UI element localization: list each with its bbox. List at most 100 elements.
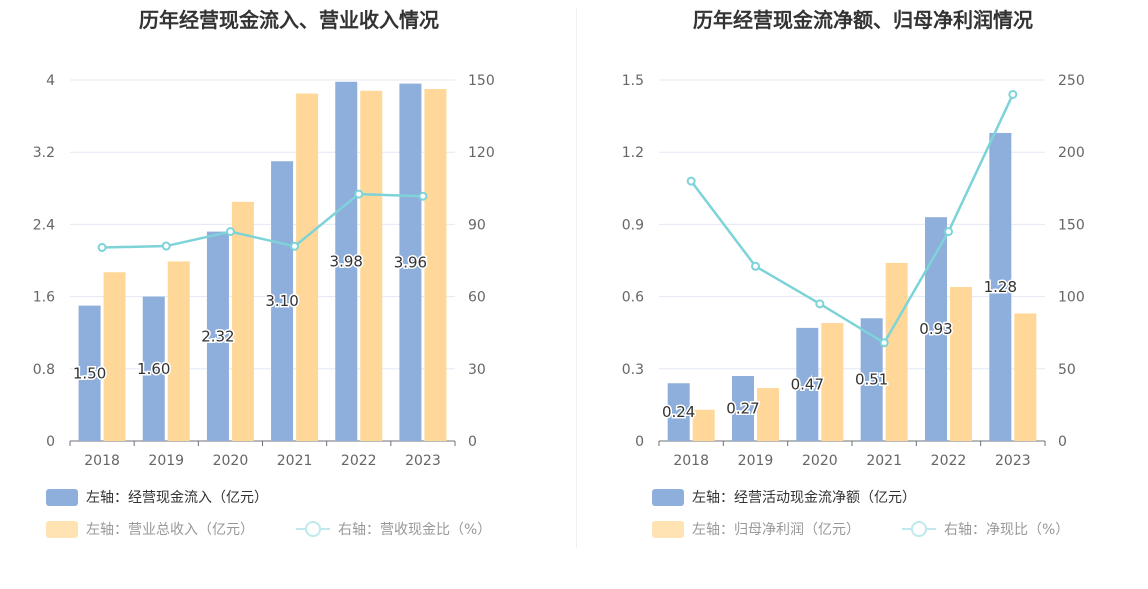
data-label: 0.27 — [726, 400, 759, 418]
bar-blue — [78, 305, 101, 441]
y-tick-label-left: 1.5 — [622, 73, 644, 89]
line-point — [944, 227, 953, 237]
legend-label: 左轴：经营现金流入（亿元） — [86, 490, 268, 506]
data-label: 3.10 — [265, 292, 298, 310]
legend-item-bar2[interactable]: 左轴：营业总收入（亿元） — [46, 519, 254, 539]
line-point — [815, 299, 825, 309]
x-tick-label: 2019 — [148, 453, 184, 469]
y-tick-label-left: 0.8 — [33, 362, 55, 378]
bar-yellow — [103, 272, 126, 441]
data-label: 3.98 — [330, 252, 363, 270]
y-tick-label-right: 200 — [1058, 145, 1085, 161]
legend-label: 左轴：营业总收入（亿元） — [86, 522, 254, 538]
chart-title: 历年经营现金流净额、归母净利润情况 — [693, 8, 1033, 32]
bar-blue — [271, 161, 294, 441]
y-tick-label-left: 0.9 — [622, 217, 644, 233]
data-label: 2.32 — [201, 327, 234, 345]
panel-divider — [576, 8, 577, 548]
x-tick-label: 2021 — [866, 453, 902, 469]
y-tick-label-right: 0 — [468, 434, 477, 450]
legend-item-bar1[interactable]: 左轴：经营活动现金流净额（亿元） — [652, 487, 916, 507]
legend-label: 右轴：营收现金比（%） — [338, 522, 492, 538]
y-tick-label-right: 150 — [1058, 217, 1085, 233]
data-label: 1.28 — [984, 278, 1017, 296]
x-tick-label: 2018 — [84, 453, 120, 469]
bar-yellow — [424, 89, 447, 442]
line-point — [354, 189, 364, 199]
chart-title: 历年经营现金流入、营业收入情况 — [139, 8, 439, 32]
bar-yellow — [885, 262, 908, 441]
bar-blue — [925, 217, 947, 441]
bar-blue — [399, 83, 422, 442]
chart-plot: 0 0.8 1.6 2.4 3.2 4 0 30 60 90 120 150 2018 2019 2020 2… — [33, 73, 495, 469]
legend-label: 左轴：经营活动现金流净额（亿元） — [692, 490, 916, 506]
line-point — [161, 241, 171, 251]
data-label: 1.60 — [137, 360, 170, 378]
data-label: 0.51 — [855, 371, 888, 389]
bar-blue — [206, 231, 229, 441]
y-tick-label-left: 4 — [46, 73, 55, 89]
bar-yellow — [1014, 313, 1037, 441]
y-tick-label-right: 30 — [468, 362, 486, 378]
bar-blue — [142, 296, 165, 441]
y-tick-label-right: 100 — [1058, 290, 1085, 306]
bar-yellow — [167, 261, 190, 441]
chart-panel-right: 历年经营现金流净额、归母净利润情况 0 0.3 0.6 0.9 1.2 1.5 0 50 100… — [578, 0, 1148, 589]
bar-yellow — [296, 93, 319, 441]
x-tick-label: 2020 — [213, 453, 249, 469]
legend-line-icon — [296, 520, 330, 538]
bar-yellow — [231, 201, 254, 441]
y-tick-label-left: 3.2 — [33, 145, 55, 161]
legend-line-icon — [902, 520, 936, 538]
legend-item-line[interactable]: 右轴：营收现金比（%） — [296, 519, 491, 539]
y-tick-label-left: 0.3 — [622, 362, 644, 378]
x-tick-label: 2021 — [277, 453, 313, 469]
y-tick-label-left: 0 — [46, 434, 55, 450]
line-series — [690, 93, 1014, 345]
bar-yellow — [360, 90, 383, 441]
data-label: 0.47 — [791, 375, 824, 393]
bar-blue — [796, 327, 819, 441]
x-tick-label: 2018 — [673, 453, 709, 469]
line-point — [686, 176, 696, 186]
legend-label: 左轴：归母净利润（亿元） — [692, 522, 860, 538]
y-tick-label-left: 0.6 — [622, 290, 644, 306]
bar-yellow — [821, 323, 844, 441]
line-point — [751, 261, 760, 271]
bar-blue — [732, 376, 754, 441]
legend-item-bar2[interactable]: 左轴：归母净利润（亿元） — [652, 519, 860, 539]
y-tick-label-left: 0 — [635, 434, 644, 450]
legend-swatch-yellow — [652, 520, 684, 538]
y-tick-label-right: 50 — [1058, 362, 1076, 378]
y-tick-label-right: 60 — [468, 290, 486, 306]
legend-label: 右轴：净现比（%） — [944, 522, 1070, 538]
data-label: 0.24 — [662, 403, 695, 421]
y-tick-label-right: 150 — [468, 73, 495, 89]
x-tick-label: 2022 — [341, 453, 377, 469]
legend-item-line[interactable]: 右轴：净现比（%） — [902, 519, 1069, 539]
data-label: 1.50 — [73, 364, 106, 382]
y-tick-label-left: 1.6 — [33, 290, 55, 306]
legend-item-bar1[interactable]: 左轴：经营现金流入（亿元） — [46, 487, 268, 507]
y-tick-label-right: 120 — [468, 145, 495, 161]
legend-swatch-yellow — [46, 520, 78, 538]
bar-blue — [667, 383, 690, 441]
line-point — [879, 338, 889, 348]
bar-yellow — [692, 409, 715, 441]
y-tick-label-right: 90 — [468, 217, 486, 233]
legend-swatch-blue — [652, 488, 684, 506]
data-label: 3.96 — [394, 253, 427, 271]
y-tick-label-right: 0 — [1058, 434, 1067, 450]
chart-panel-left: 历年经营现金流入、营业收入情况 0 0.8 1.6 2.4 3.2 4 0 30 60 90 120… — [33, 8, 495, 539]
x-tick-label: 2023 — [995, 453, 1031, 469]
y-tick-label-left: 2.4 — [33, 217, 55, 233]
line-series — [102, 192, 423, 249]
line-point — [97, 243, 107, 253]
line-point — [1008, 89, 1018, 99]
line-point — [290, 241, 300, 251]
line-point — [418, 191, 428, 201]
bar-yellow — [757, 388, 779, 441]
bar-blue — [989, 132, 1012, 442]
y-tick-label-right: 250 — [1058, 73, 1085, 89]
bar-blue — [335, 81, 358, 442]
